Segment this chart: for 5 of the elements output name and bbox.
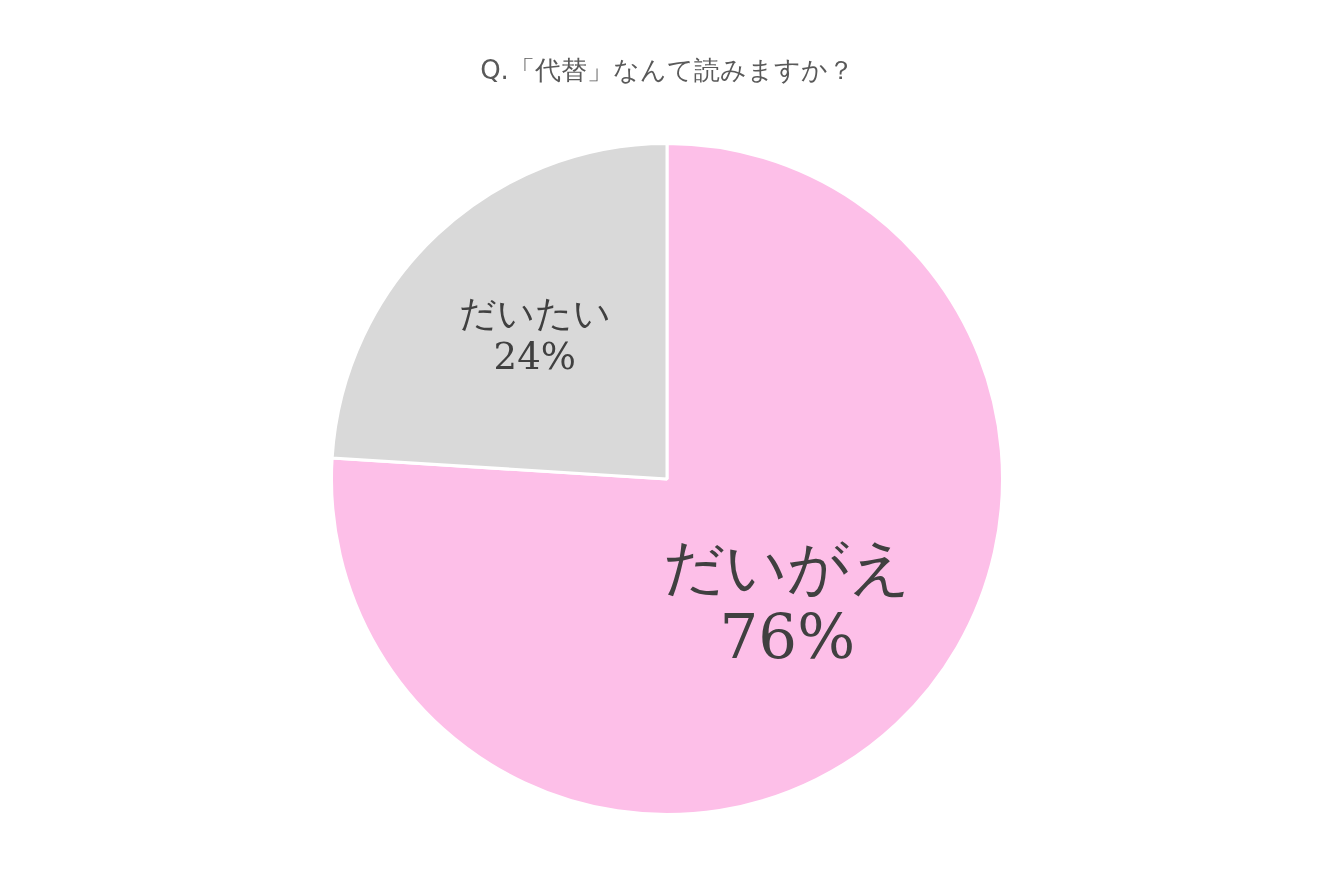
data-label: 24% [493, 335, 576, 379]
data-label: 76% [719, 601, 856, 673]
slice-label: だいたい [458, 292, 611, 336]
slice-label: だいがえ [663, 530, 912, 602]
chart-title: Q.「代替」なんて読みますか？ [480, 54, 854, 85]
